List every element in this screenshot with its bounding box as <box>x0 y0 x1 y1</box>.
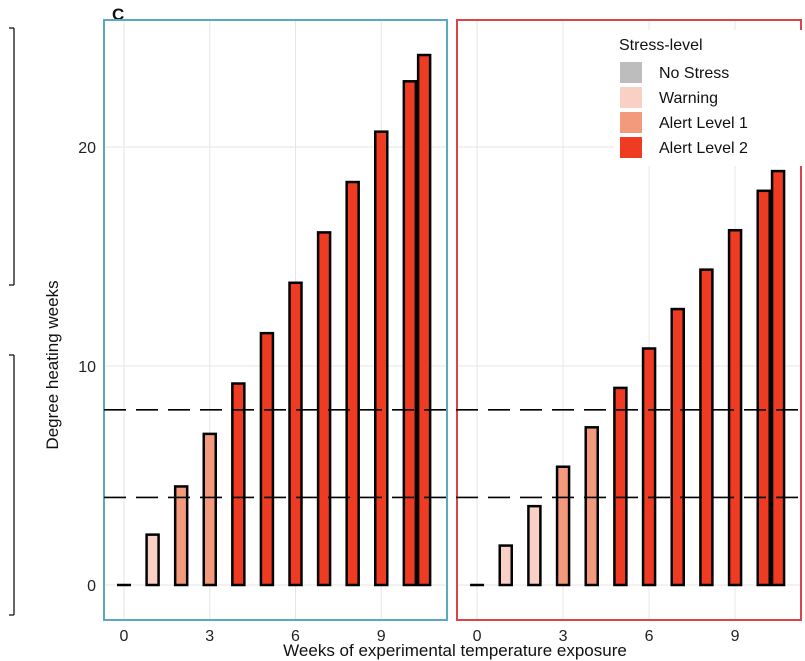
bar <box>259 331 275 587</box>
bar <box>345 180 360 587</box>
bar <box>770 169 786 587</box>
bar <box>498 544 513 587</box>
y-tick-label: 0 <box>87 578 96 595</box>
bar <box>641 347 657 587</box>
bar <box>670 307 685 587</box>
bar <box>288 281 303 587</box>
legend-swatch <box>620 137 642 158</box>
bar <box>173 485 189 587</box>
bar <box>613 386 628 587</box>
bar <box>202 432 218 587</box>
bar <box>699 268 714 587</box>
y-tick-label: 20 <box>78 140 96 157</box>
x-tick-label: 9 <box>731 628 740 645</box>
bar <box>145 533 160 587</box>
bar <box>555 465 571 587</box>
bar <box>756 189 771 587</box>
x-tick-label: 6 <box>645 628 654 645</box>
x-tick-label: 6 <box>291 628 300 645</box>
y-tick-label: 10 <box>78 359 96 376</box>
legend-swatch <box>620 112 642 133</box>
bar <box>527 504 542 587</box>
bar <box>584 426 599 587</box>
legend: Stress-level No Stress Warning Alert Level … <box>614 30 802 166</box>
legend-entry: Alert Level 1 <box>659 115 748 132</box>
legend-entry: Alert Level 2 <box>659 140 748 157</box>
bar <box>316 231 332 587</box>
x-axis-label: Weeks of experimental temperature exposu… <box>283 641 627 660</box>
bar <box>416 53 432 587</box>
x-tick-label: 3 <box>205 628 214 645</box>
legend-swatch <box>620 62 642 83</box>
x-tick-label: 0 <box>120 628 129 645</box>
bar <box>374 130 389 587</box>
bar <box>727 228 743 587</box>
bar <box>231 382 246 587</box>
x-tick-label: 0 <box>473 628 482 645</box>
legend-swatch <box>620 87 642 108</box>
panel-frame <box>103 19 448 621</box>
x-tick-label: 9 <box>377 628 386 645</box>
legend-entry: Warning <box>659 90 718 107</box>
panel-label: C <box>112 5 124 24</box>
bar <box>402 80 418 587</box>
y-axis-label: Degree heating weeks <box>43 280 62 449</box>
x-tick-label: 3 <box>559 628 568 645</box>
legend-title: Stress-level <box>619 37 703 54</box>
legend-background <box>614 30 802 166</box>
panel-frame <box>456 19 802 621</box>
legend-entry: No Stress <box>659 65 729 82</box>
